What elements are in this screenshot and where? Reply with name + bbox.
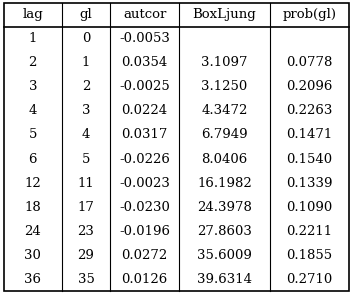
Text: prob(gl): prob(gl)	[282, 9, 336, 21]
Text: 1: 1	[29, 32, 37, 46]
Text: 18: 18	[24, 201, 41, 213]
Text: 0.1855: 0.1855	[287, 248, 333, 262]
Text: 12: 12	[24, 176, 41, 190]
Text: 36: 36	[24, 273, 41, 285]
Text: -0.0025: -0.0025	[119, 81, 170, 93]
Text: 0.1540: 0.1540	[287, 153, 333, 166]
Text: 0.0224: 0.0224	[121, 104, 168, 118]
Text: 24: 24	[24, 225, 41, 238]
Text: 1: 1	[82, 56, 90, 69]
Text: 2: 2	[82, 81, 90, 93]
Text: 0: 0	[82, 32, 90, 46]
Text: 0.0354: 0.0354	[121, 56, 168, 69]
Text: 3.1250: 3.1250	[201, 81, 247, 93]
Text: -0.0196: -0.0196	[119, 225, 170, 238]
Text: 35.6009: 35.6009	[197, 248, 252, 262]
Text: 0.0317: 0.0317	[121, 128, 168, 141]
Text: 24.3978: 24.3978	[197, 201, 252, 213]
Text: 0.2096: 0.2096	[286, 81, 333, 93]
Text: 11: 11	[78, 176, 94, 190]
Text: 8.0406: 8.0406	[201, 153, 247, 166]
Text: 29: 29	[78, 248, 95, 262]
Text: -0.0226: -0.0226	[119, 153, 170, 166]
Text: 16.1982: 16.1982	[197, 176, 252, 190]
Text: 6: 6	[29, 153, 37, 166]
Text: 0.0778: 0.0778	[286, 56, 333, 69]
Text: autcor: autcor	[123, 9, 166, 21]
Text: 0.0126: 0.0126	[121, 273, 168, 285]
Text: 0.0272: 0.0272	[121, 248, 168, 262]
Text: -0.0023: -0.0023	[119, 176, 170, 190]
Text: 3: 3	[82, 104, 90, 118]
Text: lag: lag	[23, 9, 43, 21]
Text: 6.7949: 6.7949	[201, 128, 248, 141]
Text: 4: 4	[82, 128, 90, 141]
Text: 17: 17	[78, 201, 95, 213]
Text: 4: 4	[29, 104, 37, 118]
Text: 0.1090: 0.1090	[286, 201, 333, 213]
Text: 0.2263: 0.2263	[286, 104, 333, 118]
Text: 39.6314: 39.6314	[197, 273, 252, 285]
Text: BoxLjung: BoxLjung	[192, 9, 256, 21]
Text: 0.1339: 0.1339	[286, 176, 333, 190]
Text: 23: 23	[78, 225, 95, 238]
Text: 0.2211: 0.2211	[287, 225, 333, 238]
Text: 30: 30	[24, 248, 41, 262]
Text: 5: 5	[82, 153, 90, 166]
Text: -0.0053: -0.0053	[119, 32, 170, 46]
Text: 3: 3	[29, 81, 37, 93]
Text: 2: 2	[29, 56, 37, 69]
Text: 0.2710: 0.2710	[286, 273, 333, 285]
Text: 0.1471: 0.1471	[286, 128, 333, 141]
Text: 5: 5	[29, 128, 37, 141]
Text: 27.8603: 27.8603	[197, 225, 252, 238]
Text: 35: 35	[78, 273, 95, 285]
Text: -0.0230: -0.0230	[119, 201, 170, 213]
Text: 4.3472: 4.3472	[201, 104, 247, 118]
Text: gl: gl	[80, 9, 92, 21]
Text: 3.1097: 3.1097	[201, 56, 248, 69]
